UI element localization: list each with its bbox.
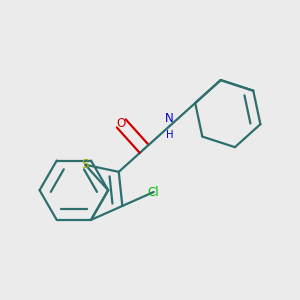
Text: O: O	[117, 117, 126, 130]
Text: H: H	[166, 130, 173, 140]
Text: S: S	[82, 158, 89, 171]
Text: Cl: Cl	[148, 185, 160, 199]
Text: N: N	[165, 112, 174, 125]
